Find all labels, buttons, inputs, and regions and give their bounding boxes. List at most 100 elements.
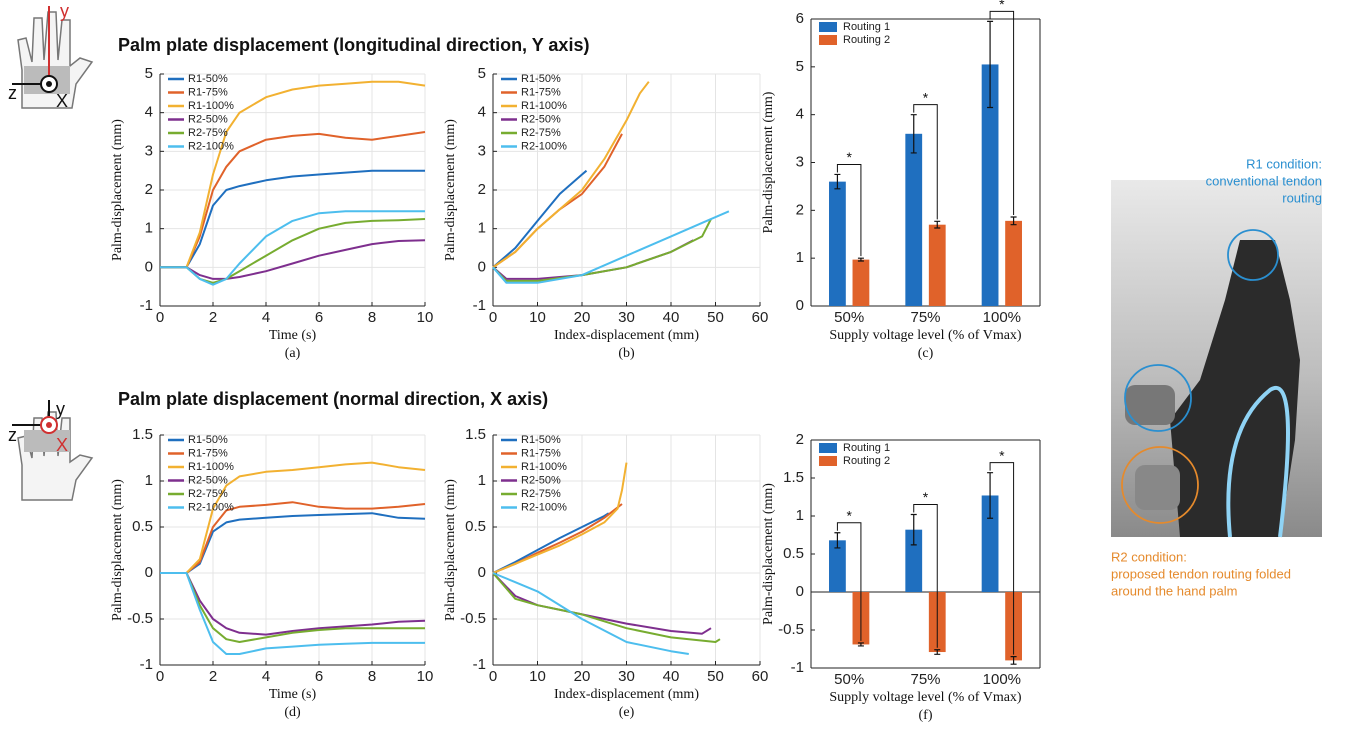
x-tick-label: 8	[368, 309, 376, 326]
bar	[905, 133, 923, 306]
legend-swatch	[819, 35, 837, 45]
legend-label: R2-75%	[521, 488, 561, 500]
y-tick-label: 1	[796, 249, 804, 266]
photo-caption: R1 condition:	[1246, 156, 1322, 171]
legend-label: R1-75%	[521, 447, 561, 459]
y-tick-label: -1	[140, 297, 153, 314]
y-tick-label: 3	[478, 142, 486, 159]
y-tick-label: 4	[796, 106, 804, 123]
legend-label: R2-75%	[188, 127, 228, 139]
legend-swatch	[819, 443, 837, 453]
y-tick-label: 5	[796, 58, 804, 75]
photo-caption: around the hand palm	[1111, 583, 1237, 598]
data-line	[160, 210, 425, 286]
y-tick-label: 4	[145, 104, 153, 121]
error-bar	[934, 649, 941, 655]
significance-star: *	[846, 507, 852, 523]
error-bar	[834, 173, 841, 190]
legend-label: R2-100%	[188, 140, 234, 152]
significance-bracket	[989, 10, 1015, 216]
x-tick-label: 0	[156, 668, 164, 685]
data-line	[160, 131, 426, 269]
photo-caption: proposed tendon routing folded	[1111, 566, 1291, 581]
x-tick-label: 2	[209, 668, 217, 685]
error-bar	[1010, 656, 1017, 665]
significance-bracket	[913, 503, 938, 648]
error-bar	[857, 642, 864, 647]
axis-letter: z	[8, 83, 17, 103]
x-tick-label: 10	[417, 309, 434, 326]
bar	[1005, 220, 1022, 306]
x-tick-label: 10	[529, 309, 546, 326]
y-tick-label: 2	[478, 181, 486, 198]
y-tick-label: 1.5	[132, 426, 153, 443]
data-line	[160, 572, 425, 643]
data-line	[492, 169, 588, 269]
x-tick-label: 8	[368, 668, 376, 685]
axis-letter: X	[56, 91, 68, 111]
caption: (d)	[284, 705, 301, 720]
y-axis-label: Palm-displacement (mm)	[443, 119, 458, 261]
y-axis-label: Palm-displacement (mm)	[110, 479, 125, 621]
x-tick-label: 100%	[983, 309, 1021, 326]
y-tick-label: 0	[145, 564, 153, 581]
error-bar	[934, 220, 941, 229]
y-tick-label: 5	[478, 65, 486, 82]
legend-label: Routing 1	[843, 442, 890, 454]
y-tick-label: 1	[478, 472, 486, 489]
x-tick-label: 30	[618, 668, 635, 685]
x-tick-label: 75%	[910, 309, 940, 326]
y-axis-label: Palm-displacement (mm)	[110, 119, 125, 261]
y-tick-label: -1	[791, 659, 804, 676]
legend-label: R1-75%	[188, 447, 228, 459]
x-tick-label: 50	[707, 668, 724, 685]
y-tick-label: -1	[473, 656, 486, 673]
legend-swatch	[819, 22, 837, 32]
legend-label: R2-50%	[188, 474, 228, 486]
x-tick-label: 60	[752, 309, 769, 326]
y-axis-label: Palm-displacement (mm)	[443, 479, 458, 621]
significance-bracket	[913, 104, 938, 220]
y-tick-label: -1	[140, 656, 153, 673]
y-tick-label: 1	[145, 472, 153, 489]
y-tick-label: 1	[478, 220, 486, 237]
legend-label: R2-75%	[188, 488, 228, 500]
axis-letter: y	[60, 1, 69, 21]
x-tick-label: 0	[156, 309, 164, 326]
y-tick-label: 1.5	[465, 426, 486, 443]
x-tick-label: 4	[262, 668, 270, 685]
error-bar	[987, 472, 994, 519]
data-line	[492, 462, 628, 574]
significance-bracket	[836, 522, 862, 641]
x-tick-label: 50	[707, 309, 724, 326]
y-tick-label: 0.5	[132, 518, 153, 535]
axis-letter: y	[56, 399, 65, 419]
legend-label: Routing 2	[843, 455, 890, 467]
y-axis-label: Palm-displacement (mm)	[761, 483, 776, 625]
x-tick-label: 30	[618, 309, 635, 326]
data-line	[160, 461, 426, 574]
caption: (a)	[285, 346, 301, 361]
row-title: Palm plate displacement (normal directio…	[118, 389, 548, 409]
data-line	[160, 501, 426, 574]
x-axis-label: Index-displacement (mm)	[554, 687, 699, 702]
photo-caption: routing	[1282, 190, 1322, 205]
bar	[981, 495, 999, 592]
legend-label: R1-100%	[188, 461, 234, 473]
data-line	[160, 572, 425, 655]
y-tick-label: 2	[796, 201, 804, 218]
legend-label: R1-50%	[521, 73, 561, 85]
x-axis-label: Time (s)	[269, 687, 317, 702]
error-bar	[987, 20, 994, 109]
x-tick-label: 10	[529, 668, 546, 685]
data-line	[492, 572, 712, 635]
y-tick-label: 3	[796, 153, 804, 170]
y-tick-label: 2	[796, 431, 804, 448]
legend-label: R2-50%	[521, 474, 561, 486]
x-tick-label: 0	[489, 309, 497, 326]
legend-label: R2-75%	[521, 127, 561, 139]
bar	[905, 529, 923, 592]
data-line	[492, 218, 712, 282]
legend-label: Routing 2	[843, 34, 890, 46]
legend-label: R1-50%	[521, 434, 561, 446]
